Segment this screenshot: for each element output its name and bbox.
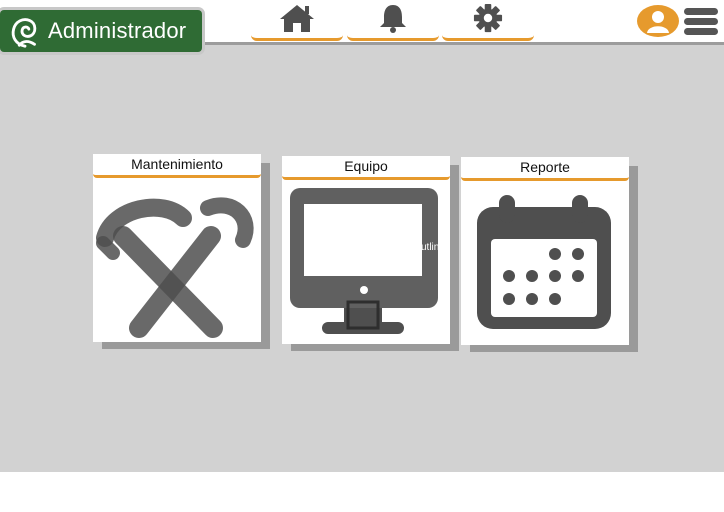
tools-icon [96, 197, 254, 338]
hamburger-menu-icon[interactable] [682, 8, 718, 36]
brand-title: Administrador [48, 18, 187, 43]
card-mantenimiento[interactable]: Mantenimiento [93, 154, 273, 354]
monitor-icon [290, 188, 438, 334]
card-title: Equipo [282, 156, 450, 180]
card-reporte[interactable]: Reporte [461, 157, 641, 357]
nav-settings-button[interactable] [442, 0, 534, 41]
brand-badge[interactable]: Administrador [0, 10, 202, 52]
swirl-logo-icon [11, 18, 37, 48]
bell-icon [380, 5, 406, 33]
overlay-text: utline [421, 242, 445, 253]
home-icon [280, 5, 314, 32]
top-bar [0, 0, 724, 45]
nav-notifications-button[interactable] [347, 0, 439, 41]
user-avatar-icon[interactable] [636, 4, 680, 38]
gear-icon [473, 3, 503, 33]
card-title: Mantenimiento [93, 154, 261, 178]
card-equipo[interactable]: Equipo [282, 156, 462, 356]
nav-home-button[interactable] [251, 0, 343, 41]
card-title: Reporte [461, 157, 629, 181]
calendar-icon [477, 195, 611, 329]
